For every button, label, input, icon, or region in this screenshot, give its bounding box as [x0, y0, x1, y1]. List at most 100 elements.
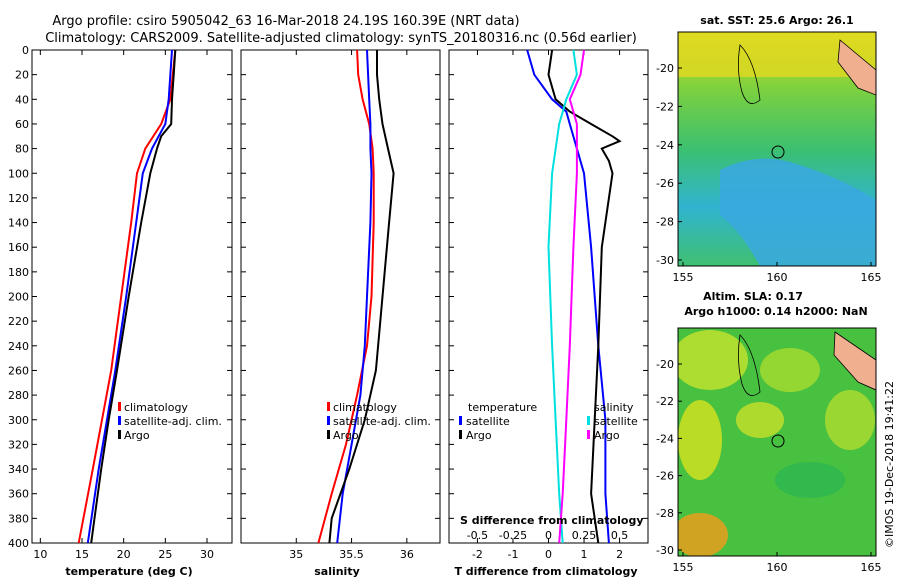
series-line-climatology [77, 49, 177, 544]
new-caledonia-land [833, 331, 876, 391]
map-x-tick-label: 155 [673, 271, 694, 284]
y-tick-label: 180 [8, 266, 29, 279]
x-tick-label: 20 [117, 548, 131, 561]
x-tick-label: 36 [400, 548, 414, 561]
sst-map [678, 32, 876, 266]
sla-anomaly [678, 513, 728, 556]
y-tick-label: 260 [8, 364, 29, 377]
legend-s-satellite: satellite [594, 415, 638, 428]
sla-map-title: Altim. SLA: 0.17 [703, 290, 803, 303]
t-difference-axis-label: T difference from climatology [454, 565, 637, 578]
legend-t-satellite: satellite [466, 415, 510, 428]
map-x-tick-label: 160 [767, 561, 788, 574]
series-line-satellite-adj-clim [86, 49, 173, 544]
series-line-climatology [317, 49, 375, 544]
y-tick-label: 60 [15, 118, 29, 131]
y-tick-label: 200 [8, 291, 29, 304]
y-tick-label: 220 [8, 315, 29, 328]
argo-position-marker [771, 145, 785, 159]
x-tick-label: 1 [581, 548, 588, 561]
y-tick-label: 160 [8, 241, 29, 254]
legend-satellite: satellite-adj. clim. [124, 415, 222, 428]
difference-panel [448, 49, 649, 544]
legend-swatch-climatology [118, 402, 121, 411]
legend-climatology: climatology [333, 401, 397, 414]
x-tick-label: 35.5 [339, 548, 364, 561]
sst-axes: 155 160 165 -20 -22 -24 -26 -28 -30 [656, 62, 881, 284]
s-tick-label: -0.5 [467, 529, 488, 542]
argo-position-marker [771, 434, 785, 448]
series-line-t-satellite [526, 49, 610, 544]
series-line-argo [90, 49, 177, 544]
y-tick-label: 100 [8, 167, 29, 180]
s-difference-label: S difference from climatology [460, 514, 644, 527]
map-x-tick-label: 160 [767, 271, 788, 284]
temperature-legend: climatology satellite-adj. clim. Argo [118, 401, 222, 442]
legend-swatch-satellite [327, 416, 330, 425]
map-y-tick-label: -26 [656, 470, 674, 483]
map-y-tick-label: -20 [656, 62, 674, 75]
map-y-tick-label: -24 [656, 432, 674, 445]
map-y-tick-label: -24 [656, 139, 674, 152]
y-tick-label: 240 [8, 340, 29, 353]
x-tick-label: 0 [545, 548, 552, 561]
sla-anomaly [775, 462, 845, 498]
reef-contour [738, 44, 761, 104]
map-y-tick-label: -22 [656, 395, 674, 408]
reef-contour [738, 334, 761, 396]
map-y-tick-label: -20 [656, 358, 674, 371]
legend-swatch-s-satellite [587, 416, 590, 425]
map-x-tick-label: 155 [673, 561, 694, 574]
y-tick-label: 360 [8, 488, 29, 501]
axes-group: 0204060801001201401601802002202402602803… [8, 44, 648, 561]
s-tick-label: 0 [545, 529, 552, 542]
legend-argo: Argo [333, 429, 359, 442]
series-line-s-satellite [547, 49, 578, 544]
salinity-panel [240, 49, 441, 544]
sla-anomaly [678, 330, 748, 390]
series-line-argo [328, 50, 395, 544]
legend-swatch-argo [327, 430, 330, 439]
sla-anomaly [760, 348, 820, 392]
title-line-2: Climatology: CARS2009. Satellite-adjuste… [45, 31, 637, 46]
y-tick-label: 0 [22, 44, 29, 57]
map-y-tick-label: -28 [656, 507, 674, 520]
title-line-1: Argo profile: csiro 5905042_63 16-Mar-20… [52, 14, 519, 29]
new-caledonia-land [837, 39, 876, 96]
temperature-axis-label: temperature (deg C) [65, 565, 192, 578]
imos-stamp: ©IMOS 19-Dec-2018 19:41:22 [883, 381, 896, 548]
x-tick-label: 15 [75, 548, 89, 561]
x-tick-label: 25 [158, 548, 172, 561]
sla-anomaly [825, 390, 875, 450]
map-y-tick-label: -26 [656, 177, 674, 190]
profile-lines [77, 49, 622, 544]
series-line-s-argo [558, 49, 585, 544]
x-tick-label: 10 [33, 548, 47, 561]
salinity-legend: climatology satellite-adj. clim. Argo [327, 401, 431, 442]
y-tick-label: 280 [8, 389, 29, 402]
legend-t-argo: Argo [466, 429, 492, 442]
s-tick-label: -0.25 [499, 529, 527, 542]
map-x-tick-label: 165 [861, 561, 882, 574]
x-tick-label: 35 [289, 548, 303, 561]
legend-swatch-climatology [327, 402, 330, 411]
salinity-axis-label: salinity [314, 565, 360, 578]
x-tick-label: 30 [200, 548, 214, 561]
legend-argo: Argo [124, 429, 150, 442]
legend-swatch-t-satellite [459, 416, 462, 425]
y-tick-label: 120 [8, 192, 29, 205]
sla-axes: 155 160 165 -20 -22 -24 -26 -28 -30 [656, 358, 881, 574]
y-tick-label: 300 [8, 414, 29, 427]
y-tick-label: 40 [15, 93, 29, 106]
temperature-panel [31, 49, 233, 544]
map-y-tick-label: -30 [656, 254, 674, 267]
y-tick-label: 400 [8, 537, 29, 550]
map-x-tick-label: 165 [861, 271, 882, 284]
difference-legend: temperature satellite Argo salinity sate… [459, 401, 644, 527]
legend-salinity: salinity [594, 401, 634, 414]
legend-s-argo: Argo [594, 429, 620, 442]
s-tick-label: 0.25 [572, 529, 597, 542]
y-tick-label: 320 [8, 438, 29, 451]
y-tick-label: 20 [15, 69, 29, 82]
